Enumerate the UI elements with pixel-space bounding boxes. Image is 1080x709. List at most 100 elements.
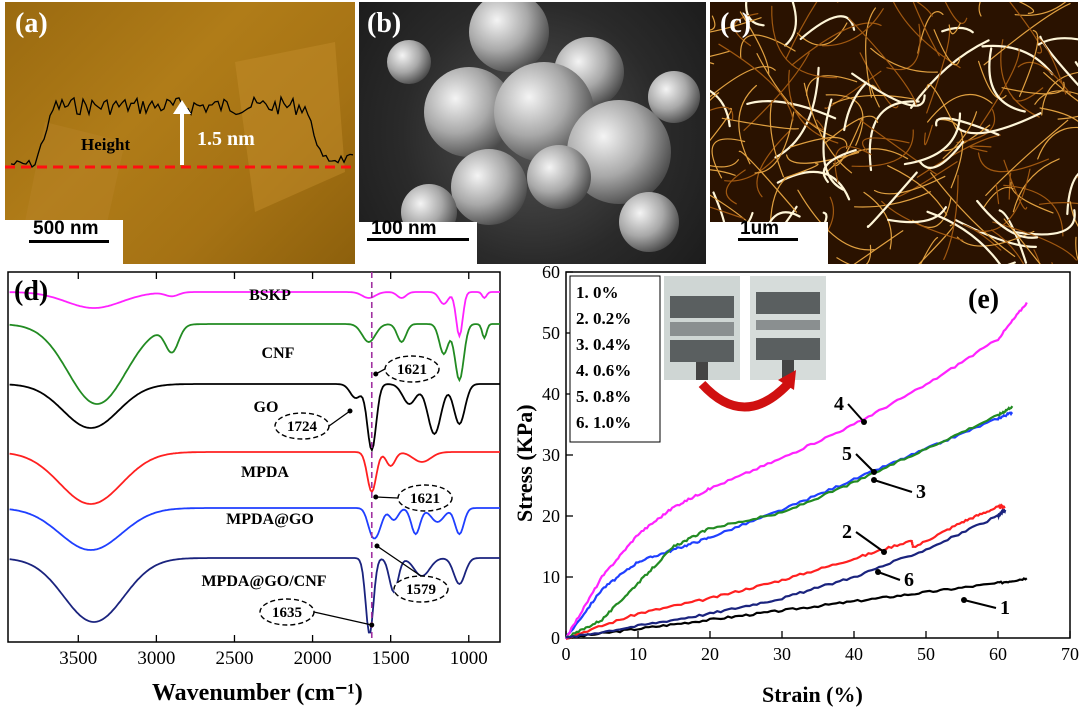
- annotation-arrow: [328, 410, 351, 427]
- curve-5: [565, 405, 1014, 639]
- callout-arrow-tip: [871, 477, 877, 483]
- fiber: [1041, 71, 1078, 116]
- fiber: [1001, 81, 1065, 95]
- fiber: [724, 158, 776, 182]
- fiber: [710, 15, 716, 31]
- fiber: [942, 111, 978, 159]
- fiber: [1014, 209, 1076, 236]
- fiber: [1019, 29, 1039, 97]
- fiber: [1012, 87, 1044, 102]
- y-tick-label: 40: [542, 384, 560, 404]
- fiber: [1069, 201, 1078, 228]
- fiber: [710, 17, 762, 33]
- fiber: [870, 47, 938, 73]
- fiber: [1075, 236, 1078, 261]
- scale-bar-line: [367, 238, 469, 241]
- fiber: [836, 244, 872, 264]
- panel-b-scalebar: 100 nm: [359, 218, 477, 264]
- annotation-1724: 1724: [287, 419, 318, 435]
- fiber: [920, 237, 939, 264]
- fiber: [1066, 172, 1078, 216]
- fiber: [851, 129, 914, 167]
- fiber: [776, 170, 851, 201]
- tensile-photo-before: [664, 276, 740, 380]
- fiber: [985, 119, 1069, 196]
- fiber: [1018, 2, 1035, 14]
- rod: [696, 362, 708, 380]
- fiber: [1039, 107, 1078, 123]
- fiber: [710, 206, 745, 220]
- y-tick-label: 50: [542, 323, 560, 343]
- fiber: [858, 118, 938, 175]
- legend-entry: 6. 1.0%: [576, 413, 631, 432]
- fiber: [918, 140, 965, 169]
- fiber: [1039, 35, 1078, 87]
- fiber: [1037, 37, 1078, 46]
- fiber: [969, 145, 992, 153]
- fiber: [825, 94, 864, 146]
- fiber: [944, 2, 968, 24]
- graphene-sheet: [235, 42, 345, 212]
- panel-d-label: (d): [14, 276, 49, 307]
- fiber: [745, 2, 765, 27]
- fiber: [988, 47, 1026, 113]
- fiber: [981, 44, 1054, 76]
- transition-arrow: [698, 380, 792, 412]
- fiber: [785, 2, 818, 60]
- annotation-arrow: [375, 496, 399, 499]
- x-tick-label: 40: [845, 644, 863, 664]
- y-tick-label: 10: [542, 567, 560, 587]
- fiber: [930, 172, 1016, 257]
- fiber: [739, 11, 770, 75]
- fiber: [710, 92, 720, 102]
- fiber: [822, 149, 857, 183]
- stress-strain-chart: 0 10 20 30 40 50 60 70 0 10 20 30 40 50 60 1 2 3 4 5 6 Stra…: [512, 262, 1079, 707]
- panel-c-label: (c): [720, 8, 752, 39]
- spectrum-label: BSKP: [249, 287, 291, 304]
- fiber: [863, 191, 892, 250]
- fiber: [799, 15, 856, 40]
- fiber: [978, 60, 1007, 100]
- fiber: [990, 229, 1025, 264]
- fiber: [910, 39, 990, 109]
- fiber: [1037, 126, 1078, 160]
- scale-bar-text: 500 nm: [33, 218, 99, 239]
- fiber: [769, 100, 784, 178]
- fiber: [1038, 202, 1078, 205]
- fiber: [851, 72, 926, 107]
- fiber: [791, 22, 882, 66]
- fiber: [866, 171, 918, 228]
- ss-ylabel: Stress (KPa): [512, 404, 537, 522]
- spectrum-label: MPDA@GO: [226, 511, 314, 528]
- fiber: [916, 2, 933, 17]
- legend-entry: 4. 0.6%: [576, 361, 631, 380]
- panel-b-sem: (b) 100 nm: [359, 2, 706, 264]
- x-tick-label: 2000: [294, 648, 332, 669]
- graphene-sheet-2: [25, 122, 125, 232]
- curve-label-3: 3: [916, 481, 926, 503]
- fiber: [903, 112, 962, 166]
- fiber: [738, 150, 797, 213]
- fiber: [927, 93, 993, 123]
- panel-c-graphics: [710, 2, 1078, 264]
- legend-entry: 2. 0.2%: [576, 309, 631, 328]
- curve-4: [564, 302, 1028, 640]
- annotation-arrow-tip: [347, 408, 353, 414]
- fiber: [854, 191, 931, 208]
- panel-c-afm-fibers: (c) 1um: [710, 2, 1078, 264]
- fiber: [832, 94, 916, 105]
- annotation-arrow-tip: [374, 543, 380, 549]
- x-tick-label: 60: [989, 644, 1007, 664]
- panel-a-scalebar: 500 nm: [5, 218, 123, 264]
- fiber: [848, 17, 917, 106]
- fiber: [754, 111, 795, 174]
- spectrum-mpda-go: [9, 507, 500, 551]
- legend-box: [569, 275, 661, 443]
- fiber: [977, 152, 1050, 173]
- fiber: [979, 48, 1020, 128]
- fiber: [916, 134, 1001, 178]
- fiber: [795, 111, 824, 130]
- callout-arrow: [963, 599, 997, 609]
- fiber: [733, 13, 759, 47]
- fiber: [912, 2, 940, 57]
